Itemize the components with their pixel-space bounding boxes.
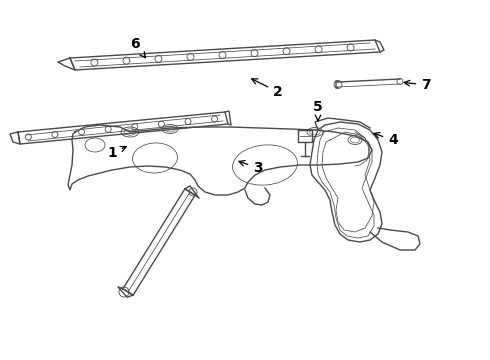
Text: 2: 2 [252, 79, 283, 99]
Text: 5: 5 [313, 100, 323, 121]
Text: 7: 7 [404, 78, 431, 92]
Text: 6: 6 [130, 37, 146, 58]
Text: 3: 3 [239, 161, 263, 175]
Text: 4: 4 [374, 132, 398, 147]
Text: 1: 1 [107, 146, 126, 160]
